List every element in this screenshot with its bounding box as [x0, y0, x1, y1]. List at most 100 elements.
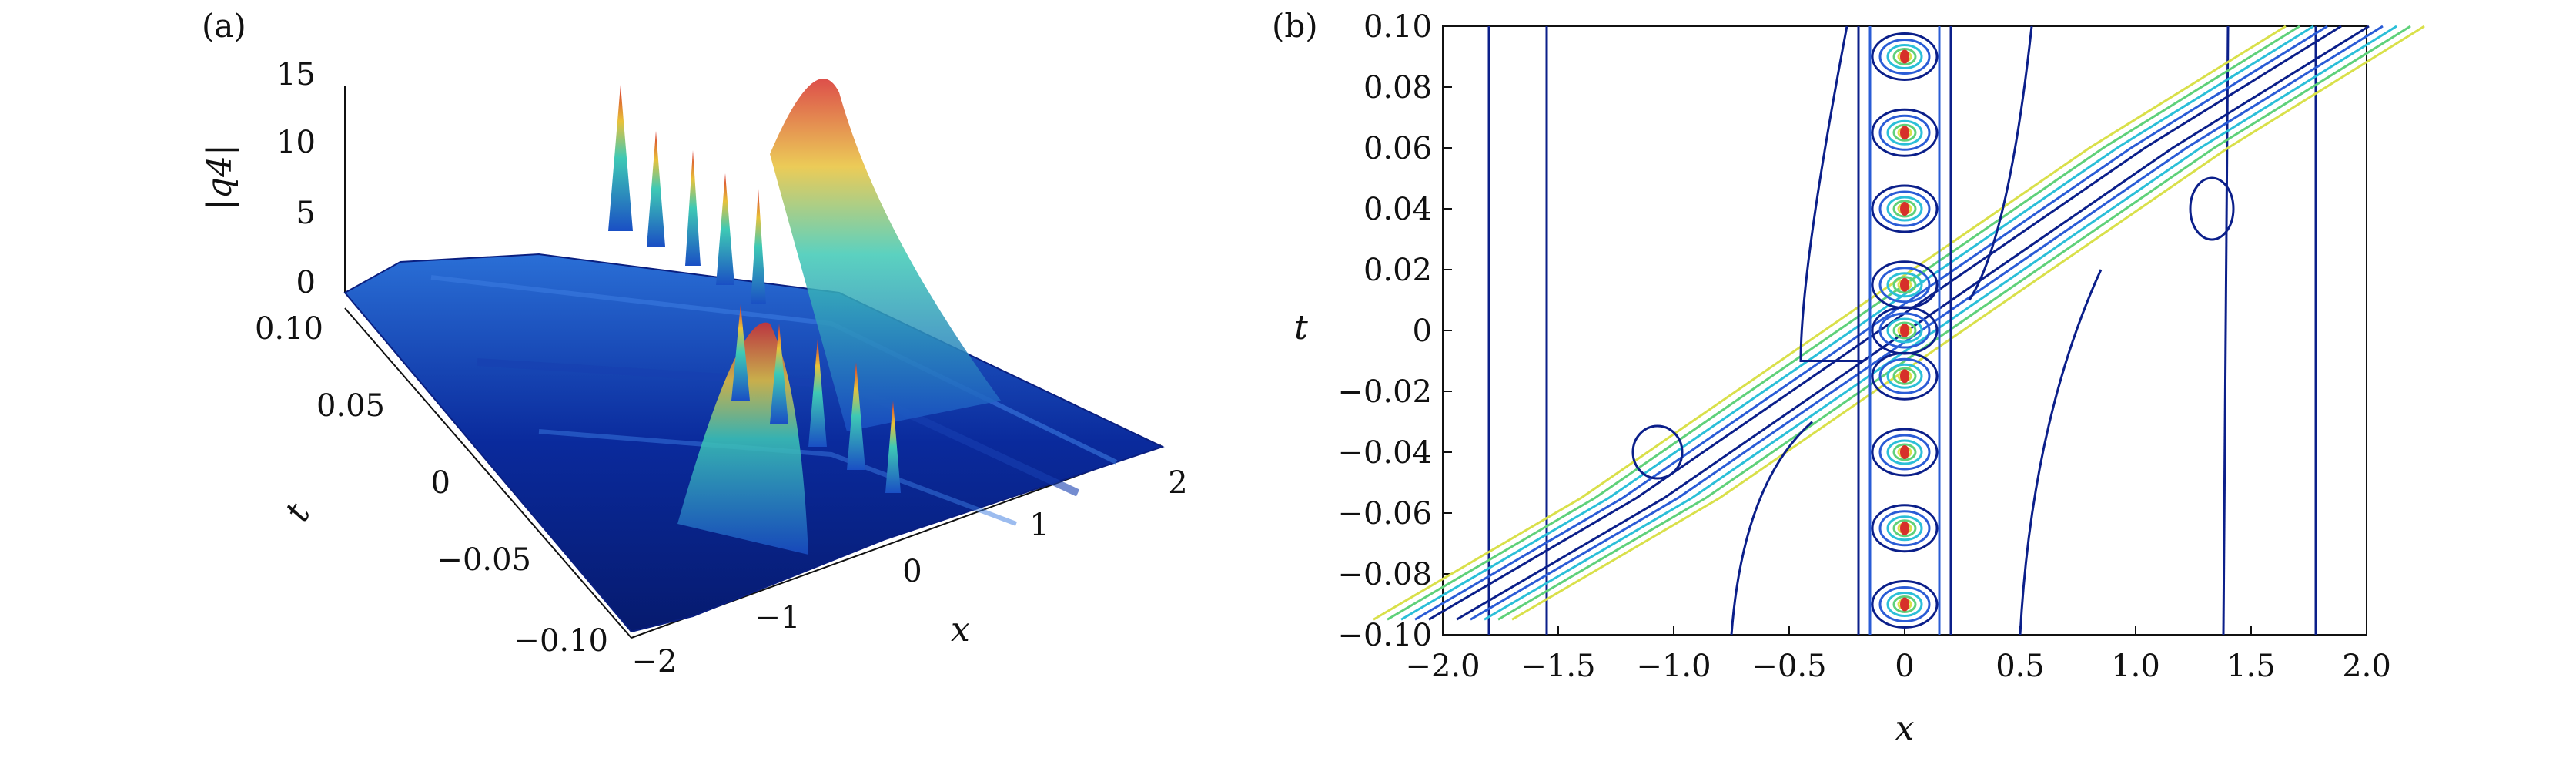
contour-y-axis-label: t: [1294, 308, 1308, 347]
x-tick-label: −1.0: [1636, 649, 1711, 684]
y-tick-label: −0.04: [1337, 435, 1432, 471]
y-tick-label: 0.06: [1363, 131, 1432, 166]
z-tick-labels: 15 10 5 0: [276, 57, 316, 300]
contour-line: [1511, 25, 2425, 621]
surface-peak: [647, 131, 665, 247]
peak-contour: [1886, 515, 1923, 542]
y-tick-label: 0.02: [1363, 253, 1432, 288]
surface-peak: [808, 339, 827, 447]
z-tick-label: 15: [276, 57, 316, 92]
peak-contour: [1886, 272, 1923, 298]
peak-contour: [1886, 317, 1923, 344]
peak-contour: [1871, 108, 1939, 157]
peak-contour: [1878, 357, 1931, 394]
contour-line: [1484, 25, 2397, 621]
peak-contour: [1886, 592, 1923, 617]
peak-core: [1900, 521, 1909, 535]
peak-contour: [1878, 114, 1931, 151]
surface-peak: [751, 189, 766, 304]
y-tick-label: −0.06: [1337, 496, 1432, 532]
peak-contour: [1871, 580, 1939, 629]
y-tick-label: 0.08: [1363, 70, 1432, 106]
x-tick-label: −1.5: [1521, 649, 1595, 684]
t-tick-label: −0.05: [437, 542, 531, 578]
peak-contour: [1892, 48, 1917, 65]
x-axis-label: x: [951, 610, 970, 649]
t-tick-label: 0.05: [316, 388, 385, 424]
surface-peak: [770, 324, 788, 424]
contour-line: [1387, 25, 2300, 621]
peak-contour: [1878, 434, 1931, 471]
peak-contour: [1878, 312, 1931, 349]
contour-line: [1799, 25, 1863, 362]
y-tick-label: 0: [1413, 314, 1432, 349]
x-tick-label: 1.5: [2226, 649, 2276, 684]
contour-loop: [2189, 176, 2235, 241]
peak-core: [1900, 597, 1909, 612]
x-tick-label: 0: [1895, 649, 1914, 684]
contour-line: [1968, 25, 2033, 301]
peak-contour: [1871, 351, 1939, 401]
surface-peak: [885, 401, 901, 493]
x-tick-label: −0.5: [1751, 649, 1826, 684]
peak-contour: [1892, 367, 1917, 385]
panel-a: (a) 15 10 5 0 |q4| 0.10 0.05 0 −0.05 −0.…: [200, 7, 1188, 679]
surface-ridge: [538, 429, 1018, 526]
x-tick-labels: −2 −1 0 1 2: [632, 465, 1188, 679]
t-axis-label: t: [277, 496, 318, 528]
peak-contour: [1892, 443, 1917, 461]
x-tick-label: 2: [1168, 465, 1187, 501]
peak-core: [1900, 202, 1909, 216]
contour-x-axis-label: x: [1895, 709, 1915, 748]
surface-peaks: [608, 85, 901, 493]
peak-contour: [1878, 190, 1931, 227]
x-tick-label: −2: [632, 644, 677, 679]
x-tick-label: 2.0: [2342, 649, 2391, 684]
contour-line: [1400, 25, 2314, 621]
peak-contour: [1871, 32, 1939, 81]
t-tick-labels: 0.10 0.05 0 −0.05 −0.10: [255, 311, 608, 659]
surface-peak: [685, 150, 701, 266]
peak-contour: [1892, 321, 1917, 340]
x-tick-label: 1: [1029, 508, 1049, 543]
contour-line: [1414, 25, 2328, 621]
panel-b-label: (b): [1272, 7, 1318, 45]
peak-contour: [1886, 196, 1923, 222]
contour-line: [2019, 269, 2103, 636]
peak-core: [1900, 324, 1909, 337]
peak-core: [1900, 126, 1909, 140]
peak-contour: [1892, 200, 1917, 218]
peak-contour: [1886, 439, 1923, 465]
breather-ridge: [770, 79, 1001, 431]
surface-peak: [716, 173, 734, 285]
y-tick-label: −0.02: [1337, 374, 1432, 410]
contour-line: [1730, 421, 1813, 636]
panel-b: (b) −2.0 −1.5 −1.0 −0.5 0 0.5 1.0 1.5 2.0 0.100.…: [1272, 7, 2425, 748]
surface-peak: [847, 362, 865, 470]
peak-contour: [1886, 363, 1923, 389]
peak-contour: [1892, 276, 1917, 294]
surface-peak: [731, 304, 750, 401]
contour-x-ticks: −2.0 −1.5 −1.0 −0.5 0 0.5 1.0 1.5 2.0: [1405, 626, 2391, 684]
contour-loop: [1631, 424, 1684, 480]
t-tick-label: −0.10: [514, 623, 608, 659]
contour-line: [2222, 25, 2230, 636]
z-tick-label: 5: [296, 196, 316, 231]
x-tick-label: −1: [755, 600, 801, 636]
x-tick-label: 1.0: [2111, 649, 2160, 684]
y-tick-label: 0.10: [1363, 9, 1432, 45]
x-tick-label: 0.5: [1996, 649, 2045, 684]
peak-contour: [1878, 586, 1931, 622]
panel-a-label: (a): [202, 7, 246, 45]
y-tick-label: −0.08: [1337, 557, 1432, 592]
peak-core: [1900, 369, 1909, 384]
t-tick-label: 0.10: [255, 311, 323, 347]
contour-line: [1497, 25, 2411, 621]
contour-line: [1373, 25, 2287, 621]
y-tick-label: −0.10: [1337, 618, 1432, 653]
t-axis: [344, 307, 632, 639]
surface-peak: [608, 85, 633, 231]
peak-contour: [1878, 267, 1931, 304]
peak-core: [1900, 49, 1909, 64]
